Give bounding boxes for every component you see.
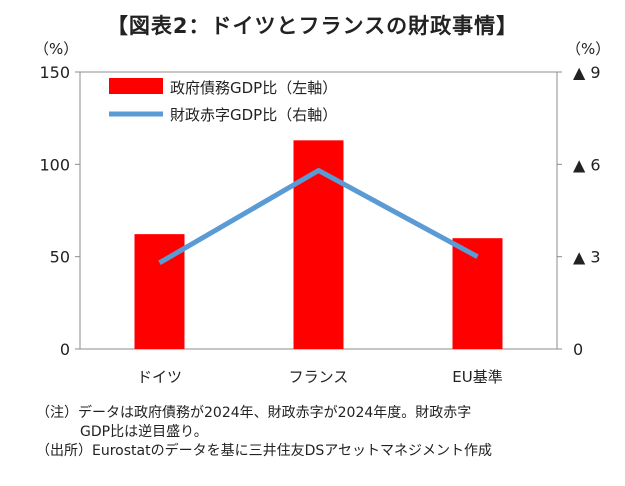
legend-line-label: 財政赤字GDP比（右軸） xyxy=(170,106,337,124)
left-axis-tick-label: 150 xyxy=(39,63,70,82)
right-axis-tick-label: 0 xyxy=(573,340,583,359)
right-axis-tick-label: ▲ 9 xyxy=(573,63,601,82)
source-line: （出所）Eurostatのデータを基に三井住友DSアセットマネジメント作成 xyxy=(36,443,492,459)
left-axis-tick-label: 0 xyxy=(60,340,70,359)
note-line-2: GDP比は逆目盛り。 xyxy=(80,424,208,440)
left-axis-unit: （%） xyxy=(34,40,79,58)
x-axis-label-2: フランス xyxy=(289,368,349,386)
right-axis-unit: （%） xyxy=(566,40,611,58)
deficit-line xyxy=(158,167,479,265)
note-line-1: （注）データは政府債務が2024年、財政赤字が2024年度。財政赤字 xyxy=(36,405,472,421)
legend-bar-swatch xyxy=(109,78,163,94)
right-axis-tick-label: ▲ 6 xyxy=(573,155,601,174)
left-axis-tick-label: 100 xyxy=(39,155,70,174)
chart-title: 【図表2：ドイツとフランスの財政事情】 xyxy=(106,14,519,38)
x-axis-label-3: EU基準 xyxy=(452,368,502,386)
legend-bar-label: 政府債務GDP比（左軸） xyxy=(170,79,337,97)
x-axis-label-1: ドイツ xyxy=(137,368,182,386)
bar-2 xyxy=(293,140,344,349)
chart-notes: （注）データは政府債務が2024年、財政赤字が2024年度。財政赤字 GDP比は… xyxy=(36,404,492,461)
right-axis-tick-label: ▲ 3 xyxy=(573,248,601,267)
left-axis-tick-label: 50 xyxy=(50,248,70,267)
